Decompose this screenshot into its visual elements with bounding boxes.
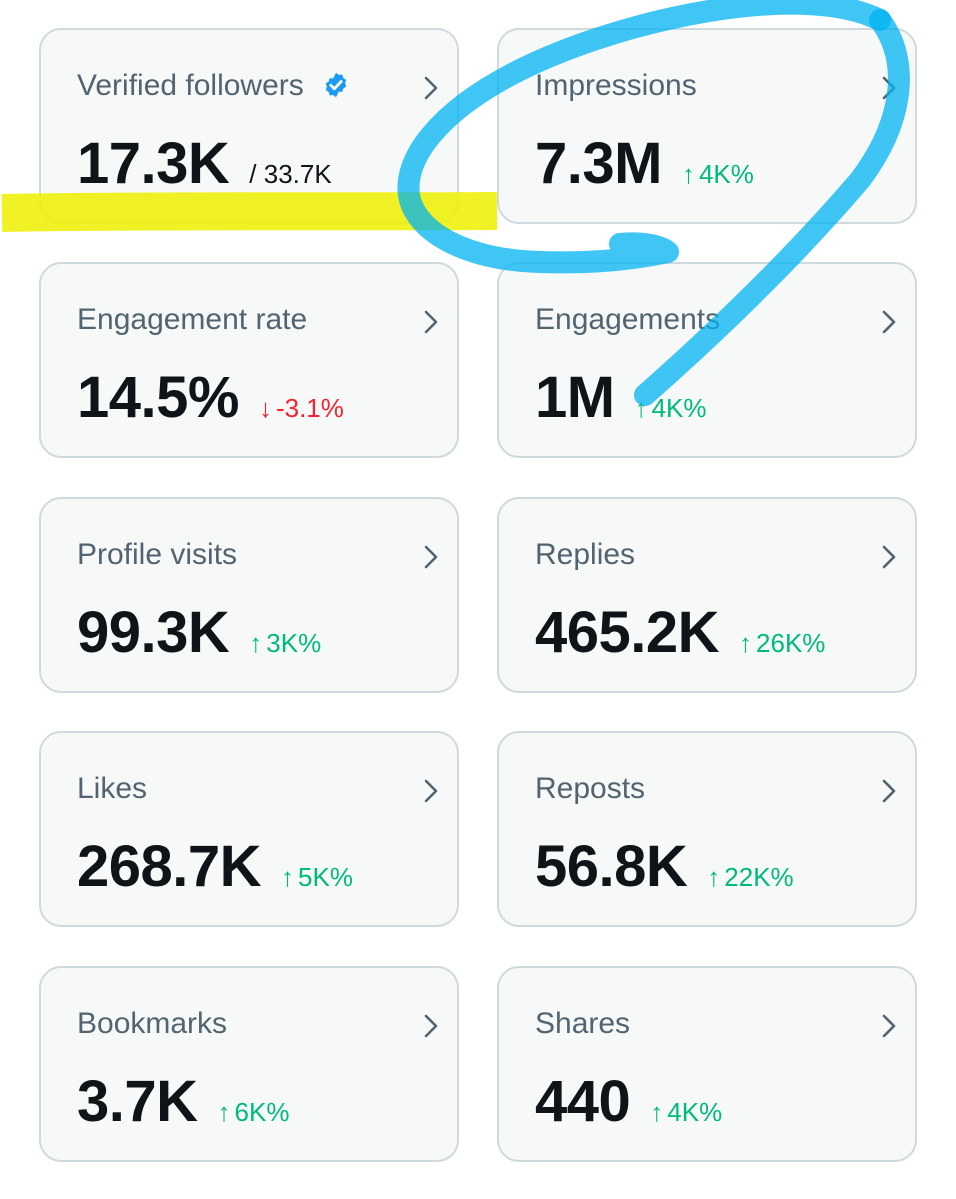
value-row: 268.7K ↑ 5K% bbox=[77, 833, 353, 903]
delta-value: 4K% bbox=[651, 393, 707, 423]
arrow-up-icon: ↑ bbox=[707, 862, 721, 892]
chevron-right-icon bbox=[882, 779, 896, 803]
card-engagements[interactable]: Engagements 1M ↑ 4K% bbox=[497, 262, 917, 458]
arrow-down-icon: ↓ bbox=[258, 393, 272, 423]
chevron-right-icon bbox=[424, 76, 438, 100]
card-impressions[interactable]: Impressions 7.3M ↑ 4K% bbox=[497, 28, 917, 224]
value-row: 7.3M ↑ 4K% bbox=[535, 130, 754, 200]
delta: ↑ 6K% bbox=[218, 1097, 290, 1128]
delta: ↑ 4K% bbox=[682, 159, 754, 190]
chevron-right-icon bbox=[424, 310, 438, 334]
value-row: 440 ↑ 4K% bbox=[535, 1068, 722, 1138]
card-engagement-rate[interactable]: Engagement rate 14.5% ↓ -3.1% bbox=[39, 262, 459, 458]
total-followers: / 33.7K bbox=[249, 159, 332, 189]
card-bookmarks[interactable]: Bookmarks 3.7K ↑ 6K% bbox=[39, 966, 459, 1162]
card-label: Engagements bbox=[535, 303, 721, 336]
card-value: 1M bbox=[535, 365, 615, 430]
delta: ↑ 26K% bbox=[739, 628, 825, 659]
value-row: 17.3K / 33.7K bbox=[77, 130, 332, 200]
chevron-right-icon bbox=[424, 1014, 438, 1038]
card-label: Bookmarks bbox=[77, 1007, 228, 1040]
chevron-right-icon bbox=[424, 545, 438, 569]
delta: ↑ 4K% bbox=[650, 1097, 722, 1128]
card-likes[interactable]: Likes 268.7K ↑ 5K% bbox=[39, 731, 459, 927]
arrow-up-icon: ↑ bbox=[739, 628, 753, 658]
delta: ↓ -3.1% bbox=[259, 393, 344, 424]
delta-value: 26K% bbox=[756, 628, 826, 658]
card-label: Impressions bbox=[535, 69, 697, 102]
value-row: 3.7K ↑ 6K% bbox=[77, 1068, 289, 1138]
value-row: 99.3K ↑ 3K% bbox=[77, 599, 321, 669]
card-label-text: Verified followers bbox=[77, 69, 304, 102]
value-row: 1M ↑ 4K% bbox=[535, 364, 707, 434]
delta: ↑ 5K% bbox=[281, 862, 353, 893]
arrow-up-icon: ↑ bbox=[281, 862, 295, 892]
verified-badge-icon bbox=[325, 72, 347, 98]
chevron-right-icon bbox=[882, 310, 896, 334]
arrow-up-icon: ↑ bbox=[249, 628, 263, 658]
delta: ↑ 4K% bbox=[635, 393, 707, 424]
card-profile-visits[interactable]: Profile visits 99.3K ↑ 3K% bbox=[39, 497, 459, 693]
delta-value: 4K% bbox=[667, 1097, 723, 1127]
value-row: 56.8K ↑ 22K% bbox=[535, 833, 794, 903]
chevron-right-icon bbox=[882, 1014, 896, 1038]
card-verified-followers[interactable]: Verified followers 17.3K / 33.7K bbox=[39, 28, 459, 224]
card-value: 7.3M bbox=[535, 131, 662, 196]
delta-value: 5K% bbox=[298, 862, 353, 892]
chevron-right-icon bbox=[882, 545, 896, 569]
card-label: Replies bbox=[535, 538, 636, 571]
value-row: 465.2K ↑ 26K% bbox=[535, 599, 825, 669]
delta-value: -3.1% bbox=[275, 393, 344, 423]
delta-value: 22K% bbox=[724, 862, 794, 892]
arrow-up-icon: ↑ bbox=[681, 159, 695, 189]
card-label: Engagement rate bbox=[77, 303, 308, 336]
delta: ↑ 3K% bbox=[249, 628, 321, 659]
card-reposts[interactable]: Reposts 56.8K ↑ 22K% bbox=[497, 731, 917, 927]
card-value: 440 bbox=[535, 1069, 631, 1134]
arrow-up-icon: ↑ bbox=[634, 393, 648, 423]
card-value: 56.8K bbox=[535, 834, 688, 899]
delta: ↑ 22K% bbox=[707, 862, 793, 893]
card-replies[interactable]: Replies 465.2K ↑ 26K% bbox=[497, 497, 917, 693]
card-value: 14.5% bbox=[77, 365, 239, 430]
card-label: Likes bbox=[77, 772, 148, 805]
arrow-up-icon: ↑ bbox=[217, 1097, 231, 1127]
card-value: 17.3K bbox=[77, 131, 230, 196]
value-row: 14.5% ↓ -3.1% bbox=[77, 364, 344, 434]
card-value: 99.3K bbox=[77, 600, 230, 665]
arrow-up-icon: ↑ bbox=[650, 1097, 664, 1127]
delta-value: 6K% bbox=[234, 1097, 290, 1127]
delta-value: 3K% bbox=[266, 628, 322, 658]
card-label: Verified followers bbox=[77, 68, 350, 104]
card-label: Reposts bbox=[535, 772, 646, 805]
card-label: Profile visits bbox=[77, 538, 238, 571]
card-shares[interactable]: Shares 440 ↑ 4K% bbox=[497, 966, 917, 1162]
card-value: 465.2K bbox=[535, 600, 720, 665]
card-value: 268.7K bbox=[77, 834, 262, 899]
delta-value: 4K% bbox=[698, 159, 754, 189]
card-label: Shares bbox=[535, 1007, 631, 1040]
chevron-right-icon bbox=[424, 779, 438, 803]
chevron-right-icon bbox=[882, 76, 896, 100]
card-value: 3.7K bbox=[77, 1069, 198, 1134]
